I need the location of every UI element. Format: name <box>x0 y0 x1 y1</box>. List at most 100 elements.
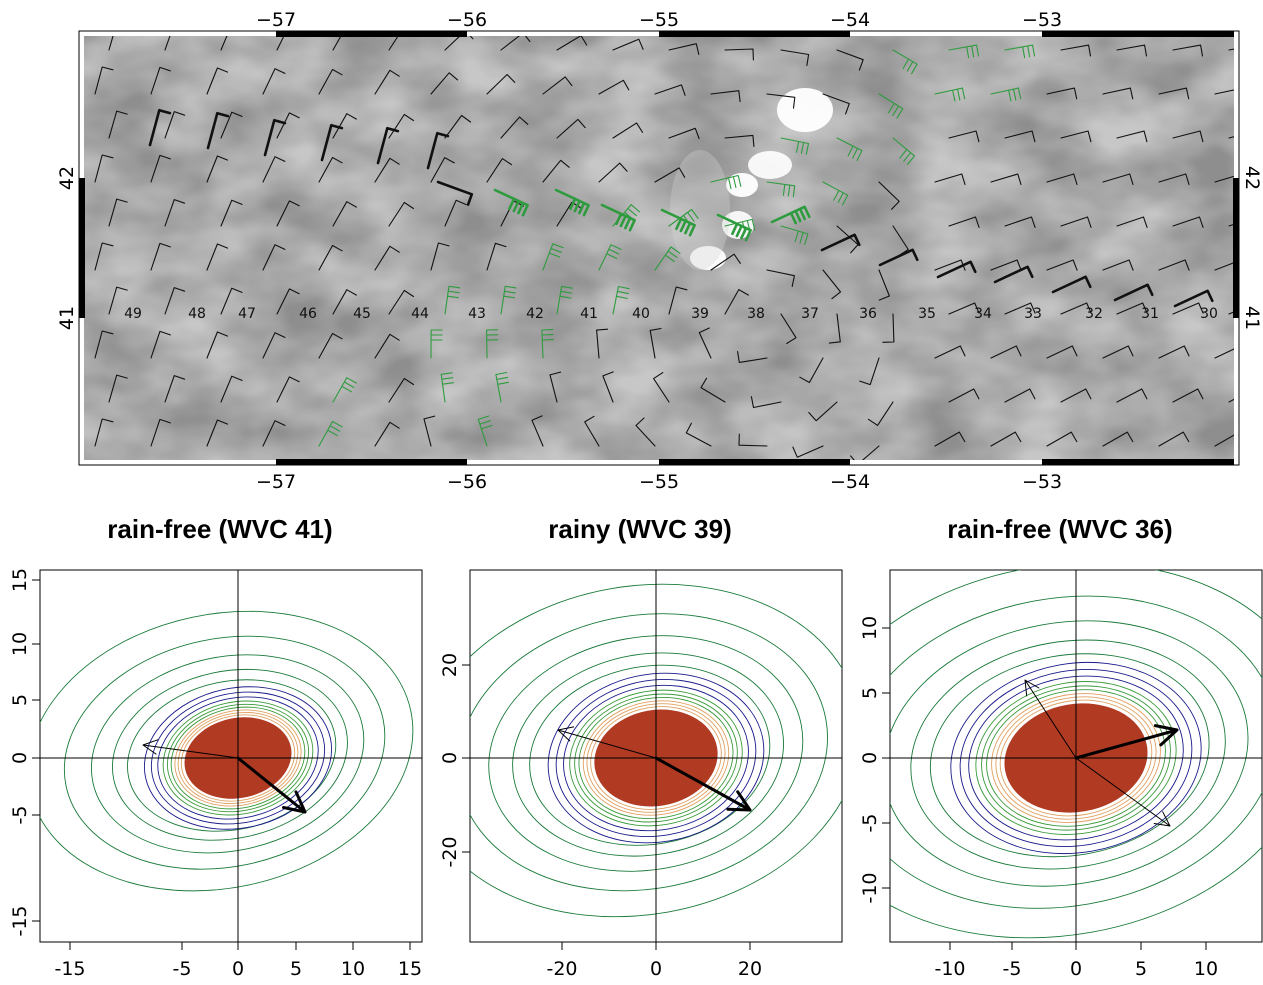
wind-barb <box>1172 44 1204 57</box>
wind-barb <box>1172 130 1204 143</box>
contour-line <box>975 681 1177 835</box>
wind-barb <box>108 374 128 403</box>
wind-barb <box>206 243 229 271</box>
wind-barb <box>780 225 809 246</box>
wind-barb <box>700 377 726 403</box>
wind-barb <box>1102 345 1134 359</box>
wind-barb <box>1116 302 1148 315</box>
wind-barb <box>556 118 586 139</box>
wvc-label: 47 <box>238 306 256 322</box>
wind-barb <box>850 445 880 460</box>
wind-barb <box>1158 87 1190 100</box>
wind-barb <box>554 188 590 217</box>
wind-barb <box>94 66 114 95</box>
wind-barb <box>878 269 890 301</box>
wind-barb <box>108 36 114 51</box>
contour-line <box>547 672 765 844</box>
contour-line <box>999 699 1153 817</box>
x-tick-label: 5 <box>290 958 302 980</box>
wind-barb <box>948 44 980 59</box>
wind-barb <box>426 131 450 170</box>
wind-barb <box>1116 216 1148 228</box>
y-tick-label: 10 <box>9 632 31 656</box>
wind-barb <box>780 49 810 66</box>
map-bottom-tick: −57 <box>256 471 296 493</box>
wvc-label: 42 <box>526 306 544 322</box>
wind-barb <box>948 216 980 228</box>
wind-barb <box>878 93 904 119</box>
map-bottom-tick: −54 <box>830 471 870 493</box>
wind-barb <box>766 181 796 198</box>
wind-barb <box>600 203 636 232</box>
wind-barb <box>710 253 741 271</box>
wind-barb <box>1116 130 1148 143</box>
wind-vector-arrow <box>654 756 752 812</box>
wind-barb <box>770 205 811 225</box>
wind-barb <box>820 233 861 252</box>
cloud-bright-spots <box>670 88 833 270</box>
wind-barb <box>1004 216 1036 228</box>
wind-barb <box>936 260 977 279</box>
wind-barb <box>556 285 574 315</box>
x-tick-label: -5 <box>173 958 192 980</box>
wind-barb <box>990 259 1022 271</box>
wind-barb <box>148 108 172 147</box>
wind-barb <box>780 137 810 155</box>
wvc-label: 34 <box>974 306 992 322</box>
wind-barb <box>1228 136 1234 139</box>
panel-title: rainy (WVC 39) <box>548 514 732 544</box>
wind-barbs <box>94 36 1234 460</box>
wind-barb <box>276 376 300 403</box>
x-tick-label: 0 <box>232 958 244 980</box>
wind-barb <box>444 114 472 139</box>
contour-line <box>555 679 757 837</box>
wind-barb <box>531 415 544 447</box>
wind-barb <box>1214 434 1234 447</box>
x-tick-label: 20 <box>738 958 762 980</box>
map-left-bar <box>79 178 85 318</box>
wind-barb <box>430 329 443 359</box>
map-frame-bars <box>79 31 1239 465</box>
wind-barb <box>108 198 128 227</box>
map-bottom-tick: −56 <box>447 471 487 493</box>
x-tick-label: 15 <box>398 958 422 980</box>
wind-barb <box>206 419 229 447</box>
wind-barb <box>220 199 243 227</box>
y-tick-label: 20 <box>439 653 461 677</box>
wind-barb <box>654 246 681 271</box>
wind-barb <box>440 372 454 403</box>
wvc-label: 35 <box>918 306 936 322</box>
y-tick-label: -5 <box>859 814 881 833</box>
wind-barb <box>500 285 517 315</box>
wind-barb <box>1060 130 1092 143</box>
wind-barb <box>654 167 686 183</box>
wind-barb <box>262 244 286 271</box>
wind-barb <box>990 173 1022 186</box>
wind-barb <box>859 357 880 386</box>
wind-barb <box>654 84 686 96</box>
wind-barb <box>108 110 128 139</box>
y-tick-label: -10 <box>859 872 881 903</box>
contour-line <box>929 653 1210 858</box>
wind-barb <box>660 208 696 237</box>
contour-line <box>180 714 296 802</box>
x-tick-label: -20 <box>546 958 577 980</box>
wind-barb <box>164 36 171 51</box>
wind-barb <box>444 199 467 227</box>
wind-barb <box>653 372 670 403</box>
wind-barb <box>320 123 344 162</box>
wind-barb <box>220 111 243 139</box>
wind-barb <box>493 188 529 217</box>
contour-line <box>170 706 306 810</box>
wind-barb <box>388 36 399 51</box>
x-tick-label: -10 <box>934 958 965 980</box>
contour-line <box>488 635 804 872</box>
contour-line <box>63 635 386 870</box>
wind-barb <box>388 377 415 403</box>
wind-barb <box>262 332 286 359</box>
wind-barb <box>1228 398 1234 403</box>
wind-barb <box>948 130 980 143</box>
wind-barb <box>500 116 529 139</box>
wind-barb <box>878 181 900 210</box>
